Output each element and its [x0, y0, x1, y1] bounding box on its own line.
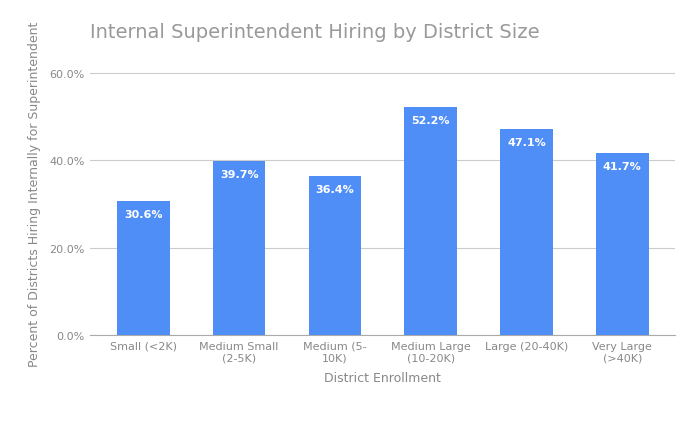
- Text: Internal Superintendent Hiring by District Size: Internal Superintendent Hiring by Distri…: [90, 23, 540, 42]
- Bar: [117, 202, 170, 335]
- X-axis label: District Enrollment: District Enrollment: [324, 371, 441, 384]
- Bar: [500, 130, 553, 335]
- Y-axis label: Percent of Districts Hiring Internally for Superintendent: Percent of Districts Hiring Internally f…: [29, 21, 41, 366]
- Text: 41.7%: 41.7%: [603, 161, 642, 171]
- Bar: [404, 108, 457, 335]
- Text: 30.6%: 30.6%: [124, 210, 163, 220]
- Text: 39.7%: 39.7%: [220, 170, 258, 180]
- Bar: [213, 162, 265, 335]
- Text: 36.4%: 36.4%: [315, 184, 354, 194]
- Text: 52.2%: 52.2%: [411, 115, 450, 125]
- Text: 47.1%: 47.1%: [507, 138, 546, 147]
- Bar: [308, 176, 361, 335]
- Bar: [596, 154, 649, 335]
